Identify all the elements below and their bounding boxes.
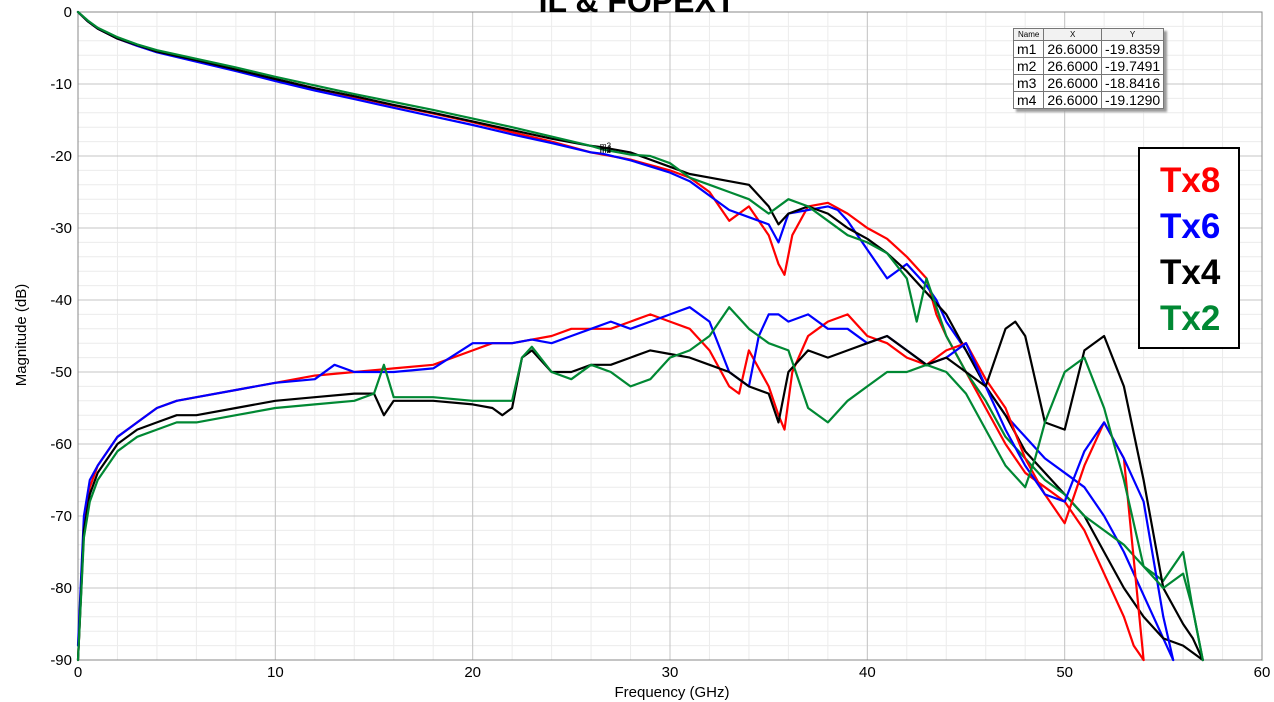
series-layer [76,10,1204,662]
y-tick-label: -90 [50,652,72,669]
marker-row-m2: m2 26.6000 -19.7491 [1012,57,1165,75]
x-tick-labels: 0 10 20 30 40 50 60 [74,664,1271,681]
marker-name: m1 [1012,40,1045,58]
marker-table-header: Name X Y [1012,28,1165,41]
legend: Tx8 Tx6 Tx4 Tx2 [1138,147,1240,349]
y-tick-label: -50 [50,364,72,381]
y-tick-label: -10 [50,76,72,93]
series-line-tx6-lower [76,306,1175,662]
marker-header-x: X [1043,28,1102,41]
x-tick-label: 50 [1056,664,1073,681]
marker-header-y: Y [1100,28,1165,41]
marker-name: m2 [1012,57,1045,75]
marker-row-m4: m4 26.6000 -19.1290 [1012,91,1165,109]
marker-x: 26.6000 [1043,57,1102,75]
x-tick-label: 20 [464,664,481,681]
marker-label-m3: m3 [600,142,612,151]
x-tick-label: 0 [74,664,82,681]
plot-frame [77,11,1263,661]
x-axis-title: Frequency (GHz) [614,684,729,701]
marker-y: -19.1290 [1100,91,1165,109]
legend-item-tx2: Tx2 [1160,299,1221,338]
marker-y: -19.8359 [1100,40,1165,58]
chart-title: IL & FOPEXT [539,0,736,19]
marker-label-m4: m4 [600,146,612,155]
y-tick-label: -40 [50,292,72,309]
y-tick-labels: 0 -10 -20 -30 -40 -50 -60 -70 -80 -90 [50,4,72,669]
y-tick-label: -60 [50,436,72,453]
series-line-tx4-upper [76,10,1204,662]
x-tick-label: 40 [859,664,876,681]
series-line-tx2-upper [76,10,1204,662]
marker-y: -19.7491 [1100,57,1165,75]
marker-x: 26.6000 [1043,91,1102,109]
major-gridlines [77,11,1263,661]
legend-item-tx8: Tx8 [1160,161,1221,200]
y-tick-label: 0 [64,4,72,21]
marker-row-m3: m3 26.6000 -18.8416 [1012,74,1165,92]
y-tick-label: -20 [50,148,72,165]
marker-name: m3 [1012,74,1045,92]
marker-row-m1: m1 26.6000 -19.8359 [1012,40,1165,58]
marker-table: Name X Y m1 26.6000 -19.8359 m2 26.6000 … [1012,28,1165,109]
marker-x: 26.6000 [1043,40,1102,58]
marker-header-name: Name [1012,28,1045,41]
y-axis-title: Magnitude (dB) [13,284,30,387]
legend-item-tx4: Tx4 [1160,253,1221,292]
marker-x: 26.6000 [1043,74,1102,92]
series-line-tx4-lower [76,320,1204,662]
marker-label-m2: m2 [600,146,612,155]
x-tick-label: 60 [1254,664,1271,681]
x-tick-label: 30 [662,664,679,681]
series-line-tx2-lower [76,306,1204,662]
marker-label-m1: m1 [600,145,612,154]
y-tick-label: -30 [50,220,72,237]
marker-y: -18.8416 [1100,74,1165,92]
series-line-tx8-upper [76,10,1145,662]
series-line-tx6-upper [76,10,1175,662]
legend-item-tx6: Tx6 [1160,207,1221,246]
x-tick-label: 10 [267,664,284,681]
marker-name: m4 [1012,91,1045,109]
y-tick-label: -70 [50,508,72,525]
y-tick-label: -80 [50,580,72,597]
